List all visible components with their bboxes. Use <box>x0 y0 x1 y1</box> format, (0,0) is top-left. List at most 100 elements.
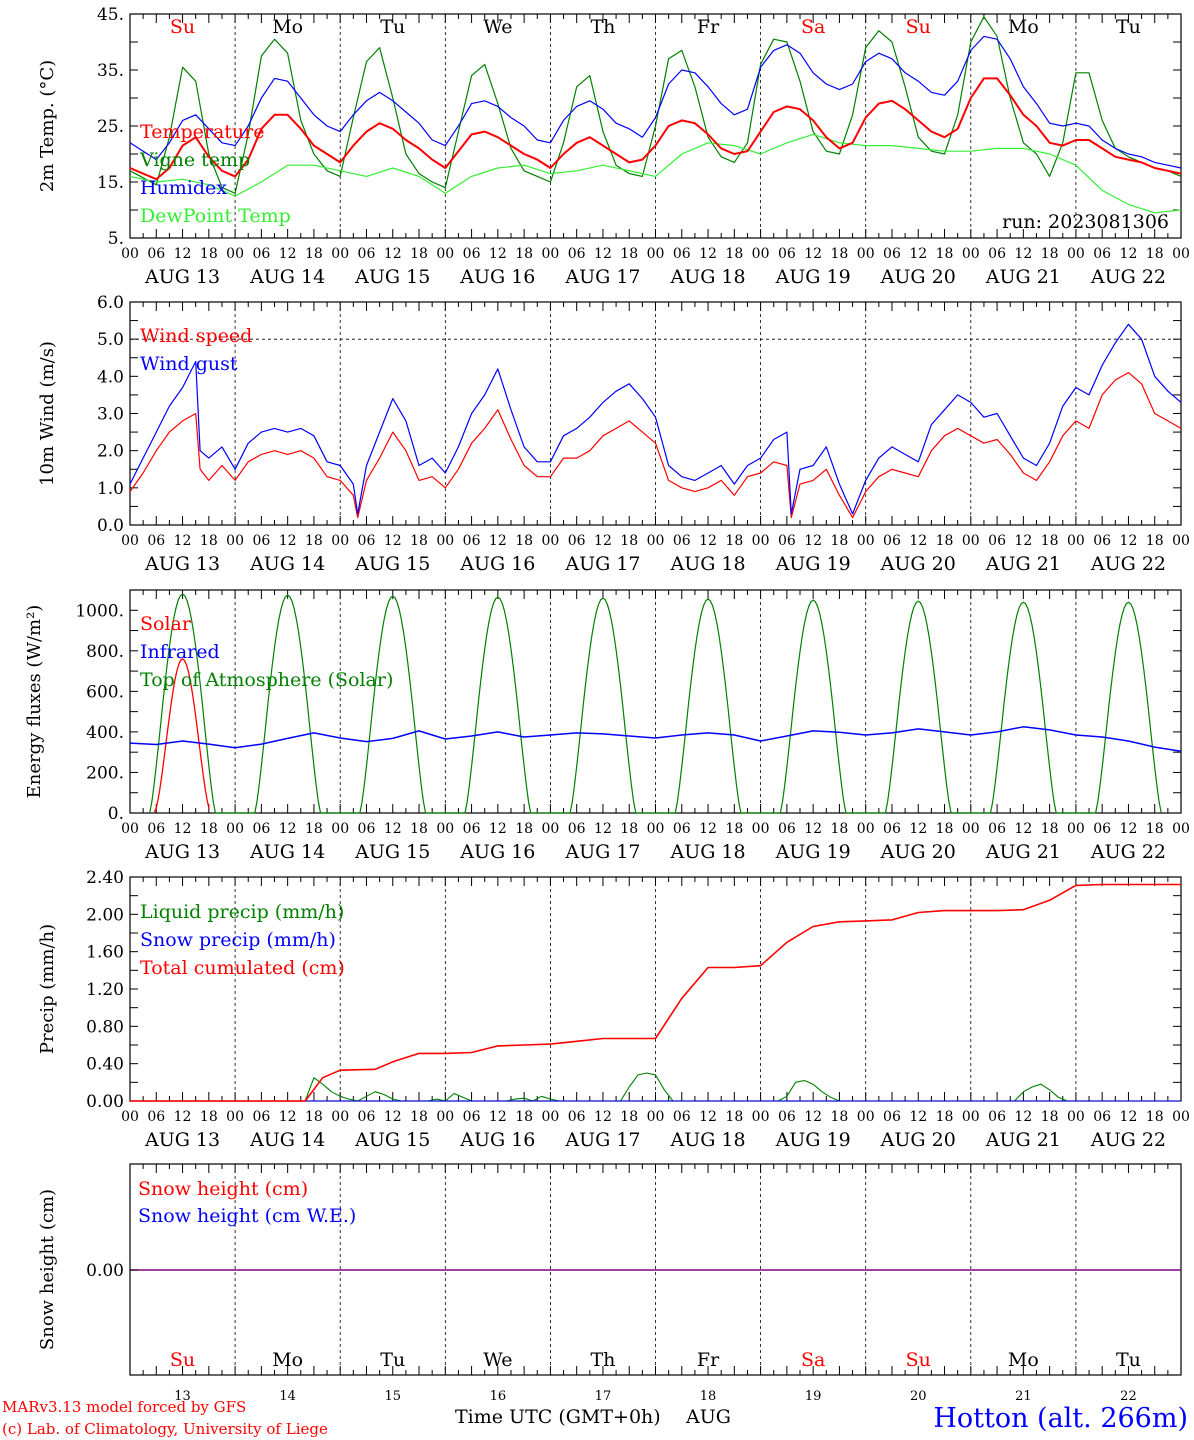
weekday-label: Su <box>906 1349 931 1371</box>
legend-entry: DewPoint Temp <box>140 205 291 227</box>
plot-frame <box>129 301 1182 526</box>
date-label: AUG 15 <box>354 553 430 575</box>
hour-tick-label: 00 <box>541 821 559 837</box>
precip-panel: 0.00 0.40 0.80 1.20 1.60 2.00 2.40 00 06 12 18 AUG … <box>37 868 1190 1151</box>
date-label: AUG 18 <box>669 553 745 575</box>
hour-tick-label: 00 <box>226 246 244 262</box>
y-tick-label: 25. <box>97 117 124 137</box>
series-vigne-temp <box>129 16 1182 194</box>
hour-tick-label: 06 <box>358 246 376 262</box>
day-number-label: 15 <box>384 1389 401 1404</box>
hour-tick-label: 00 <box>1067 821 1085 837</box>
hour-tick-label: 00 <box>647 821 665 837</box>
hour-tick-label: 00 <box>226 1109 244 1125</box>
hour-tick-label: 00 <box>752 533 770 549</box>
date-label: AUG 14 <box>249 1129 325 1151</box>
hour-tick-label: 00 <box>331 246 349 262</box>
hour-tick-label: 00 <box>436 533 454 549</box>
hour-tick-label: 06 <box>358 1109 376 1125</box>
legend-entry: Liquid precip (mm/h) <box>140 901 344 923</box>
hour-tick-label: 12 <box>279 1109 297 1125</box>
hour-tick-label: 12 <box>489 821 507 837</box>
legend-entry: Solar <box>140 613 192 635</box>
series-infrared <box>129 726 1182 752</box>
hour-tick-label: 00 <box>1172 246 1190 262</box>
date-label: AUG 15 <box>354 841 430 863</box>
hour-tick-label: 06 <box>147 1109 165 1125</box>
hour-tick-label: 06 <box>463 533 481 549</box>
series-dewpoint-temp <box>129 133 1182 214</box>
hour-tick-label: 18 <box>200 1109 218 1125</box>
legend-entry: Top of Atmosphere (Solar) <box>140 669 393 691</box>
date-label: AUG 20 <box>880 1129 956 1151</box>
hour-tick-label: 12 <box>279 246 297 262</box>
hour-tick-label: 00 <box>962 1109 980 1125</box>
date-label: AUG 20 <box>880 841 956 863</box>
hour-tick-label: 18 <box>1041 1109 1059 1125</box>
date-label: AUG 19 <box>775 553 851 575</box>
hour-tick-label: 12 <box>174 821 192 837</box>
hour-tick-label: 00 <box>962 533 980 549</box>
day-number-label: 18 <box>700 1389 717 1404</box>
model-credit: MARv3.13 model forced by GFS <box>2 1398 246 1416</box>
weekday-label: Sa <box>801 1349 825 1371</box>
date-label: AUG 21 <box>985 266 1061 288</box>
y-tick-label: 0.80 <box>86 1017 124 1037</box>
hour-tick-label: 18 <box>620 533 638 549</box>
hour-tick-label: 00 <box>541 1109 559 1125</box>
hour-tick-label: 18 <box>305 533 323 549</box>
hour-tick-label: 18 <box>410 533 428 549</box>
hour-tick-label: 06 <box>568 821 586 837</box>
date-label: AUG 21 <box>985 553 1061 575</box>
precip-y-label: Precip (mm/h) <box>37 924 58 1054</box>
date-label: AUG 21 <box>985 841 1061 863</box>
hour-tick-label: 18 <box>831 1109 849 1125</box>
hour-tick-label: 06 <box>252 533 270 549</box>
y-tick-label: 1.20 <box>86 980 124 1000</box>
hour-tick-label: 18 <box>936 1109 954 1125</box>
date-label: AUG 17 <box>564 266 640 288</box>
hour-tick-label: 12 <box>804 533 822 549</box>
hour-tick-label: 18 <box>305 246 323 262</box>
hour-tick-label: 00 <box>541 246 559 262</box>
hour-tick-label: 00 <box>1067 246 1085 262</box>
hour-tick-label: 00 <box>121 246 139 262</box>
hour-tick-label: 12 <box>1120 1109 1138 1125</box>
hour-tick-label: 18 <box>831 246 849 262</box>
date-label: AUG 20 <box>880 553 956 575</box>
y-tick-label: 1.60 <box>86 943 124 963</box>
date-label: AUG 22 <box>1090 266 1166 288</box>
date-label: AUG 21 <box>985 1129 1061 1151</box>
hour-tick-label: 00 <box>436 246 454 262</box>
weekday-label: Mo <box>1008 1349 1039 1371</box>
hour-tick-label: 00 <box>331 533 349 549</box>
hour-tick-label: 12 <box>174 533 192 549</box>
temperature-line-bold <box>129 77 1182 181</box>
hour-tick-label: 18 <box>725 821 743 837</box>
hour-tick-label: 18 <box>620 246 638 262</box>
hour-tick-label: 18 <box>936 533 954 549</box>
date-label: AUG 22 <box>1090 553 1166 575</box>
hour-tick-label: 12 <box>699 246 717 262</box>
day-number-label: 16 <box>490 1389 507 1404</box>
y-tick-label: 200. <box>86 763 124 783</box>
hour-tick-label: 18 <box>936 246 954 262</box>
hour-tick-label: 12 <box>1120 821 1138 837</box>
hour-tick-label: 06 <box>252 821 270 837</box>
date-label: AUG 14 <box>249 841 325 863</box>
hour-tick-label: 06 <box>673 533 691 549</box>
hour-tick-label: 00 <box>436 1109 454 1125</box>
hour-tick-label: 12 <box>909 821 927 837</box>
y-tick-label: 400. <box>86 723 124 743</box>
snow-y-label: Snow height (cm) <box>37 1189 58 1350</box>
hour-tick-label: 18 <box>410 246 428 262</box>
hour-tick-label: 12 <box>594 533 612 549</box>
hour-tick-label: 12 <box>804 821 822 837</box>
y-tick-label: 45. <box>97 5 124 25</box>
y-tick-label: 2.40 <box>86 868 124 888</box>
day-number-label: 22 <box>1120 1389 1137 1404</box>
weekday-label: Tu <box>380 1349 405 1371</box>
hour-tick-label: 12 <box>489 1109 507 1125</box>
day-number-label: 13 <box>174 1389 191 1404</box>
hour-tick-label: 06 <box>252 246 270 262</box>
